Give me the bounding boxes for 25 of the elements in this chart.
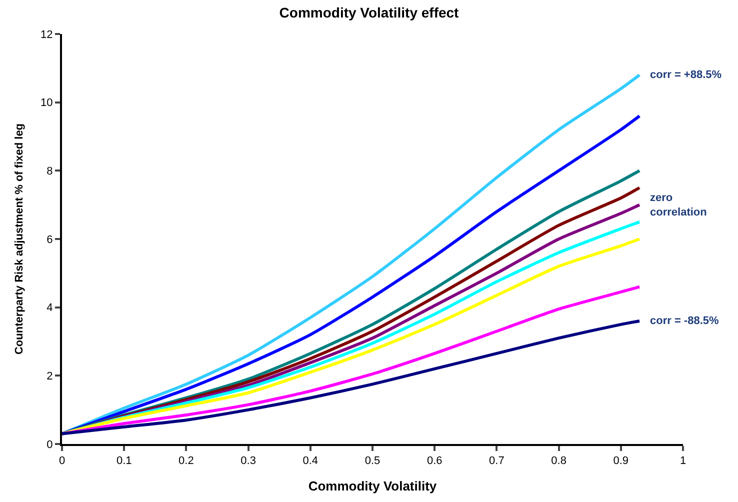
x-tick-label: 0 xyxy=(58,455,66,468)
series-label: zero correlation xyxy=(650,192,708,218)
y-tick-label: 8 xyxy=(46,166,53,178)
series-label: corr = -88.5% xyxy=(650,315,720,327)
x-tick-label: 0.8 xyxy=(551,455,566,468)
y-tick-label: 0 xyxy=(46,438,53,451)
x-tick-label: 0.6 xyxy=(426,455,442,468)
x-tick-label: 0.3 xyxy=(240,455,256,468)
chart-title: Commodity Volatility effect xyxy=(279,4,460,20)
x-tick-label: 0.1 xyxy=(116,455,132,468)
x-tick-label: 0.9 xyxy=(613,455,629,468)
x-tick-label: 0.5 xyxy=(364,455,380,468)
line-series xyxy=(62,320,642,436)
y-tick-label: 12 xyxy=(40,28,53,41)
x-tick-label: 1 xyxy=(680,455,686,468)
y-tick-label: 10 xyxy=(40,97,53,110)
x-tick-label: 0.2 xyxy=(178,455,194,468)
x-tick-label: 0.7 xyxy=(489,455,504,468)
x-axis-title: Commodity Volatility xyxy=(308,478,438,494)
y-tick-label: 6 xyxy=(46,234,53,246)
x-tick-label: 0.4 xyxy=(302,455,318,468)
y-tick-label: 2 xyxy=(46,370,53,383)
y-tick-label: 4 xyxy=(46,302,53,314)
series-label: corr = +88.5% xyxy=(650,69,722,81)
y-axis-title: Counterparty Risk adjustment % of fixed leg xyxy=(14,123,26,355)
